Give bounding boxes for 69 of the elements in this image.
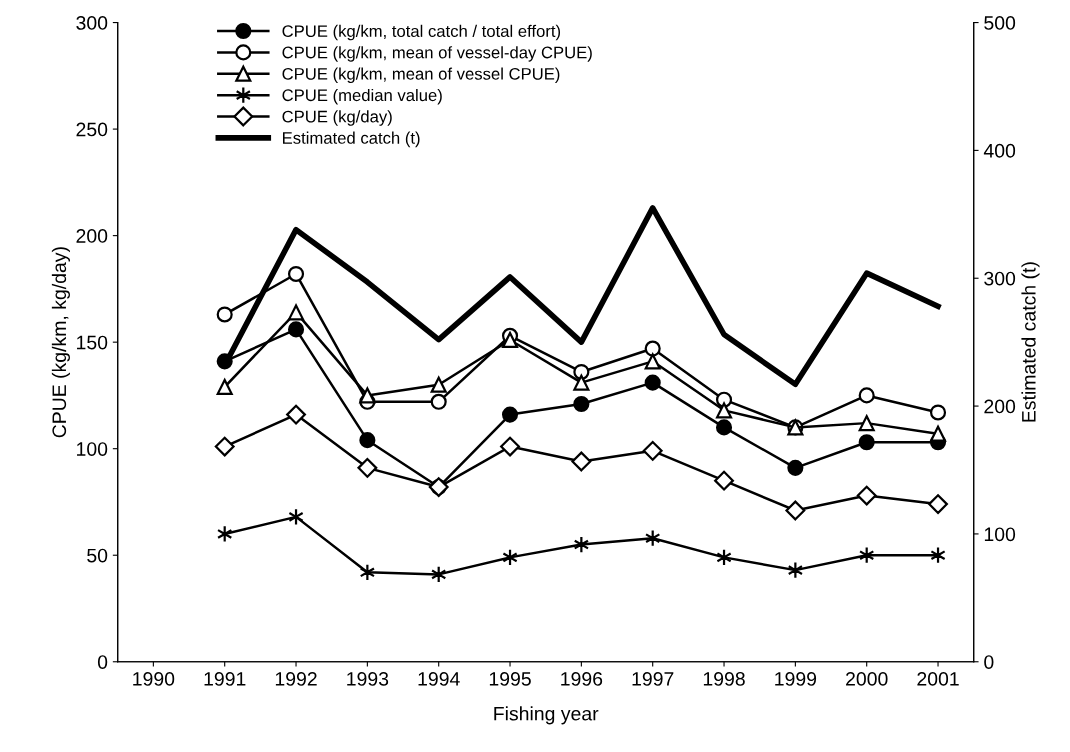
point	[858, 415, 875, 432]
y2-tick-label: 0	[984, 655, 994, 669]
point	[287, 304, 305, 321]
point	[359, 387, 376, 404]
point	[357, 457, 378, 478]
y-axis-title: CPUE (kg/km, kg/day)	[51, 247, 70, 438]
legend-label: Estimated catch (t)	[283, 131, 420, 148]
point	[715, 419, 733, 436]
point	[929, 425, 947, 442]
point	[715, 402, 733, 419]
y2-tick-label: 200	[984, 399, 1016, 414]
x-tick-label: 1994	[418, 672, 460, 686]
legend-label: CPUE (kg/km, mean of vessel CPUE)	[282, 67, 560, 84]
x-tick-label: 1997	[632, 672, 674, 686]
point	[287, 265, 305, 283]
legend-label: CPUE (kg/km, total catch / total effort)	[282, 24, 561, 41]
y2-tick-label: 300	[984, 271, 1016, 286]
point	[287, 321, 305, 338]
legend-label: CPUE (median value)	[282, 88, 442, 105]
y-tick-label: 0	[97, 655, 108, 669]
y-tick-label: 50	[87, 548, 108, 563]
point	[216, 353, 233, 370]
point	[858, 387, 875, 404]
point	[644, 340, 661, 357]
point	[216, 306, 233, 323]
x-tick-label: 1991	[204, 672, 246, 686]
y-tick-label: 250	[76, 122, 108, 137]
point	[500, 436, 520, 457]
y2-axis-title: Estimated catch (t)	[1021, 262, 1040, 422]
x-tick-label: 1999	[775, 672, 817, 686]
point	[929, 404, 947, 421]
x-tick-label: 1993	[347, 672, 389, 686]
legend-label: CPUE (kg/km, mean of vessel-day CPUE)	[282, 46, 592, 62]
y-tick-label: 200	[76, 229, 108, 243]
point	[571, 451, 592, 472]
x-tick-label: 1996	[561, 672, 603, 686]
point	[644, 374, 661, 391]
point	[787, 459, 804, 476]
x-tick-label: 2001	[917, 672, 959, 686]
x-axis-title: Fishing year	[494, 706, 599, 725]
point	[430, 393, 447, 410]
point	[785, 500, 806, 521]
x-tick-label: 2000	[846, 672, 888, 686]
point	[856, 485, 877, 506]
point	[501, 331, 519, 349]
point	[359, 432, 376, 449]
x-tick-label: 1995	[489, 672, 531, 686]
y-tick-label: 150	[77, 335, 108, 350]
x-tick-label: 1998	[703, 672, 745, 686]
point	[214, 436, 235, 457]
point	[644, 353, 661, 370]
x-tick-label: 1990	[133, 672, 175, 686]
y2-tick-label: 100	[984, 527, 1016, 542]
point	[714, 470, 734, 491]
point	[573, 395, 590, 412]
point	[858, 434, 875, 451]
point	[216, 378, 233, 395]
legend-label: CPUE (kg/day)	[282, 110, 392, 126]
point	[642, 440, 663, 461]
x-tick-label: 1992	[275, 672, 317, 686]
y2-tick-label: 400	[983, 143, 1016, 158]
point	[430, 376, 447, 393]
point	[573, 374, 590, 391]
point	[928, 494, 948, 515]
point	[286, 404, 306, 425]
point	[501, 406, 519, 423]
y-tick-label: 100	[77, 442, 108, 456]
y-tick-label: 300	[76, 16, 108, 30]
y2-tick-label: 500	[984, 16, 1016, 30]
